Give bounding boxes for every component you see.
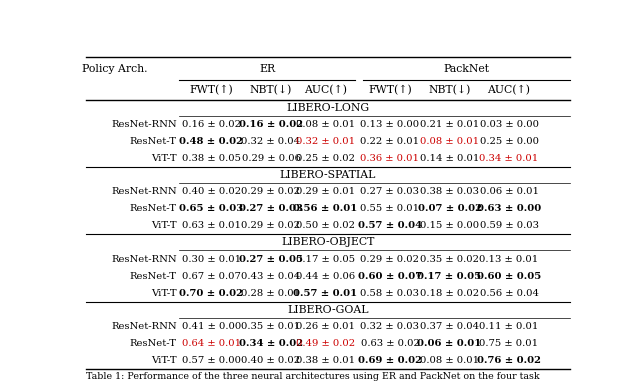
Text: PackNet: PackNet xyxy=(444,64,490,74)
Text: 0.29 ± 0.01: 0.29 ± 0.01 xyxy=(296,187,355,196)
Text: 0.22 ± 0.01: 0.22 ± 0.01 xyxy=(360,137,420,146)
Text: 0.06 ± 0.01: 0.06 ± 0.01 xyxy=(417,339,482,348)
Text: 0.70 ± 0.02: 0.70 ± 0.02 xyxy=(179,289,243,298)
Text: 0.29 ± 0.02: 0.29 ± 0.02 xyxy=(241,187,300,196)
Text: 0.30 ± 0.01: 0.30 ± 0.01 xyxy=(182,255,241,264)
Text: 0.56 ± 0.04: 0.56 ± 0.04 xyxy=(479,289,538,298)
Text: 0.29 ± 0.02: 0.29 ± 0.02 xyxy=(360,255,419,264)
Text: FWT(↑): FWT(↑) xyxy=(368,85,412,95)
Text: ViT-T: ViT-T xyxy=(151,154,177,163)
Text: 0.36 ± 0.01: 0.36 ± 0.01 xyxy=(360,154,419,163)
Text: 0.44 ± 0.06: 0.44 ± 0.06 xyxy=(296,272,355,281)
Text: 0.63 ± 0.00: 0.63 ± 0.00 xyxy=(477,204,541,213)
Text: 0.58 ± 0.03: 0.58 ± 0.03 xyxy=(360,289,419,298)
Text: 0.06 ± 0.01: 0.06 ± 0.01 xyxy=(479,187,538,196)
Text: 0.25 ± 0.00: 0.25 ± 0.00 xyxy=(479,137,538,146)
Text: 0.16 ± 0.02: 0.16 ± 0.02 xyxy=(182,120,241,129)
Text: 0.37 ± 0.04: 0.37 ± 0.04 xyxy=(420,322,479,331)
Text: 0.49 ± 0.02: 0.49 ± 0.02 xyxy=(296,339,355,348)
Text: 0.26 ± 0.01: 0.26 ± 0.01 xyxy=(296,322,355,331)
Text: 0.41 ± 0.00: 0.41 ± 0.00 xyxy=(182,322,241,331)
Text: FWT(↑): FWT(↑) xyxy=(189,85,234,95)
Text: 0.76 ± 0.02: 0.76 ± 0.02 xyxy=(477,356,541,365)
Text: 0.08 ± 0.01: 0.08 ± 0.01 xyxy=(420,356,479,365)
Text: AUC(↑): AUC(↑) xyxy=(304,85,347,95)
Text: 0.27 ± 0.03: 0.27 ± 0.03 xyxy=(360,187,419,196)
Text: 0.32 ± 0.01: 0.32 ± 0.01 xyxy=(296,137,355,146)
Text: 0.27 ± 0.05: 0.27 ± 0.05 xyxy=(239,255,303,264)
Text: 0.59 ± 0.03: 0.59 ± 0.03 xyxy=(479,221,538,230)
Text: 0.69 ± 0.02: 0.69 ± 0.02 xyxy=(358,356,422,365)
Text: 0.32 ± 0.03: 0.32 ± 0.03 xyxy=(360,322,419,331)
Text: 0.38 ± 0.03: 0.38 ± 0.03 xyxy=(420,187,479,196)
Text: LIBERO-GOAL: LIBERO-GOAL xyxy=(287,305,369,315)
Text: ResNet-T: ResNet-T xyxy=(130,339,177,348)
Text: 0.40 ± 0.02: 0.40 ± 0.02 xyxy=(182,187,241,196)
Text: 0.07 ± 0.02: 0.07 ± 0.02 xyxy=(417,204,481,213)
Text: 0.50 ± 0.02: 0.50 ± 0.02 xyxy=(296,221,355,230)
Text: 0.21 ± 0.01: 0.21 ± 0.01 xyxy=(420,120,479,129)
Text: ResNet-RNN: ResNet-RNN xyxy=(111,120,177,129)
Text: ResNet-T: ResNet-T xyxy=(130,272,177,281)
Text: 0.38 ± 0.05: 0.38 ± 0.05 xyxy=(182,154,241,163)
Text: 0.16 ± 0.02: 0.16 ± 0.02 xyxy=(239,120,303,129)
Text: 0.67 ± 0.07: 0.67 ± 0.07 xyxy=(182,272,241,281)
Text: 0.18 ± 0.02: 0.18 ± 0.02 xyxy=(420,289,479,298)
Text: 0.38 ± 0.01: 0.38 ± 0.01 xyxy=(296,356,355,365)
Text: ER: ER xyxy=(259,64,275,74)
Text: 0.03 ± 0.00: 0.03 ± 0.00 xyxy=(479,120,538,129)
Text: 0.57 ± 0.01: 0.57 ± 0.01 xyxy=(294,289,358,298)
Text: ResNet-RNN: ResNet-RNN xyxy=(111,322,177,331)
Text: 0.29 ± 0.02: 0.29 ± 0.02 xyxy=(241,221,300,230)
Text: 0.08 ± 0.01: 0.08 ± 0.01 xyxy=(420,137,479,146)
Text: ResNet-T: ResNet-T xyxy=(130,204,177,213)
Text: ResNet-RNN: ResNet-RNN xyxy=(111,187,177,196)
Text: ViT-T: ViT-T xyxy=(151,221,177,230)
Text: Table 1: Performance of the three neural architectures using ER and PackNet on t: Table 1: Performance of the three neural… xyxy=(86,372,540,381)
Text: 0.65 ± 0.03: 0.65 ± 0.03 xyxy=(179,204,244,213)
Text: NBT(↓): NBT(↓) xyxy=(250,85,292,95)
Text: 0.13 ± 0.01: 0.13 ± 0.01 xyxy=(479,255,539,264)
Text: 0.32 ± 0.04: 0.32 ± 0.04 xyxy=(241,137,301,146)
Text: 0.27 ± 0.03: 0.27 ± 0.03 xyxy=(239,204,303,213)
Text: 0.63 ± 0.01: 0.63 ± 0.01 xyxy=(182,221,241,230)
Text: 0.08 ± 0.01: 0.08 ± 0.01 xyxy=(296,120,355,129)
Text: 0.34 ± 0.01: 0.34 ± 0.01 xyxy=(479,154,539,163)
Text: AUC(↑): AUC(↑) xyxy=(488,85,531,95)
Text: ViT-T: ViT-T xyxy=(151,356,177,365)
Text: 0.11 ± 0.01: 0.11 ± 0.01 xyxy=(479,322,539,331)
Text: NBT(↓): NBT(↓) xyxy=(428,85,470,95)
Text: 0.13 ± 0.00: 0.13 ± 0.00 xyxy=(360,120,420,129)
Text: LIBERO-LONG: LIBERO-LONG xyxy=(287,102,369,113)
Text: 0.63 ± 0.02: 0.63 ± 0.02 xyxy=(360,339,419,348)
Text: 0.43 ± 0.04: 0.43 ± 0.04 xyxy=(241,272,301,281)
Text: ViT-T: ViT-T xyxy=(151,289,177,298)
Text: 0.60 ± 0.07: 0.60 ± 0.07 xyxy=(358,272,422,281)
Text: LIBERO-SPATIAL: LIBERO-SPATIAL xyxy=(280,170,376,180)
Text: 0.35 ± 0.01: 0.35 ± 0.01 xyxy=(241,322,301,331)
Text: 0.17 ± 0.05: 0.17 ± 0.05 xyxy=(296,255,355,264)
Text: 0.28 ± 0.01: 0.28 ± 0.01 xyxy=(241,289,301,298)
Text: LIBERO-OBJECT: LIBERO-OBJECT xyxy=(282,237,374,248)
Text: 0.14 ± 0.01: 0.14 ± 0.01 xyxy=(420,154,479,163)
Text: 0.25 ± 0.02: 0.25 ± 0.02 xyxy=(296,154,355,163)
Text: 0.40 ± 0.02: 0.40 ± 0.02 xyxy=(241,356,301,365)
Text: 0.55 ± 0.01: 0.55 ± 0.01 xyxy=(360,204,420,213)
Text: Policy Arch.: Policy Arch. xyxy=(83,64,148,74)
Text: 0.29 ± 0.06: 0.29 ± 0.06 xyxy=(241,154,300,163)
Text: ResNet-T: ResNet-T xyxy=(130,137,177,146)
Text: 0.15 ± 0.00: 0.15 ± 0.00 xyxy=(420,221,479,230)
Text: 0.35 ± 0.02: 0.35 ± 0.02 xyxy=(420,255,479,264)
Text: 0.75 ± 0.01: 0.75 ± 0.01 xyxy=(479,339,539,348)
Text: 0.17 ± 0.05: 0.17 ± 0.05 xyxy=(417,272,481,281)
Text: 0.48 ± 0.02: 0.48 ± 0.02 xyxy=(179,137,243,146)
Text: 0.56 ± 0.01: 0.56 ± 0.01 xyxy=(293,204,358,213)
Text: ResNet-RNN: ResNet-RNN xyxy=(111,255,177,264)
Text: 0.57 ± 0.00: 0.57 ± 0.00 xyxy=(182,356,241,365)
Text: 0.60 ± 0.05: 0.60 ± 0.05 xyxy=(477,272,541,281)
Text: 0.64 ± 0.01: 0.64 ± 0.01 xyxy=(182,339,241,348)
Text: 0.57 ± 0.04: 0.57 ± 0.04 xyxy=(358,221,422,230)
Text: 0.34 ± 0.02: 0.34 ± 0.02 xyxy=(239,339,303,348)
